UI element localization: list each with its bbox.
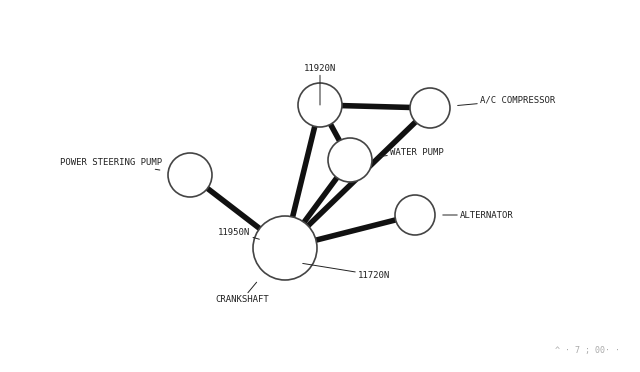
Circle shape	[328, 138, 372, 182]
Circle shape	[253, 216, 317, 280]
Text: POWER STEERING PUMP: POWER STEERING PUMP	[60, 157, 162, 170]
Circle shape	[168, 153, 212, 197]
Text: 11950N: 11950N	[218, 228, 259, 239]
Text: ALTERNATOR: ALTERNATOR	[443, 211, 514, 219]
Text: ^ · 7 ; 00· ·: ^ · 7 ; 00· ·	[555, 346, 620, 355]
Text: WATER PUMP: WATER PUMP	[380, 148, 444, 157]
Circle shape	[395, 195, 435, 235]
Text: CRANKSHAFT: CRANKSHAFT	[215, 282, 269, 305]
Text: A/C COMPRESSOR: A/C COMPRESSOR	[458, 96, 556, 106]
Text: 11920N: 11920N	[304, 64, 336, 105]
Text: 11720N: 11720N	[303, 263, 390, 279]
Circle shape	[410, 88, 450, 128]
Circle shape	[298, 83, 342, 127]
